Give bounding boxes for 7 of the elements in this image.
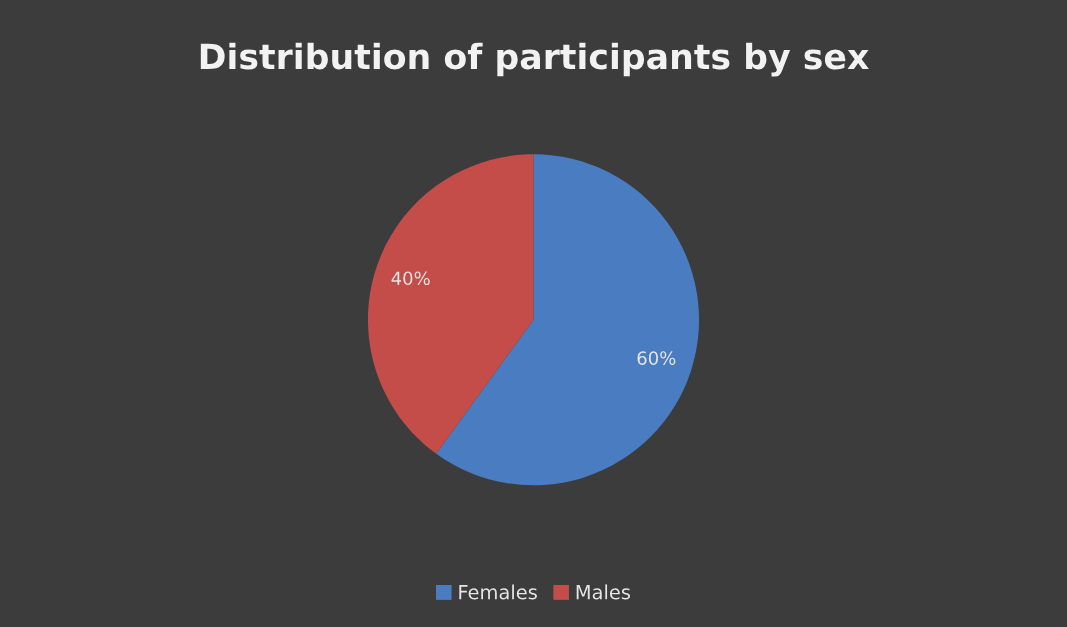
legend-label: Females: [459, 584, 537, 600]
legend-label: Males: [576, 584, 631, 600]
chart-title: Distribution of participants by sex: [200, 42, 869, 77]
data-label: 40%: [391, 271, 430, 286]
pie-slice: [367, 154, 534, 454]
pie-slice: [436, 154, 700, 486]
data-label: 60%: [637, 351, 676, 365]
